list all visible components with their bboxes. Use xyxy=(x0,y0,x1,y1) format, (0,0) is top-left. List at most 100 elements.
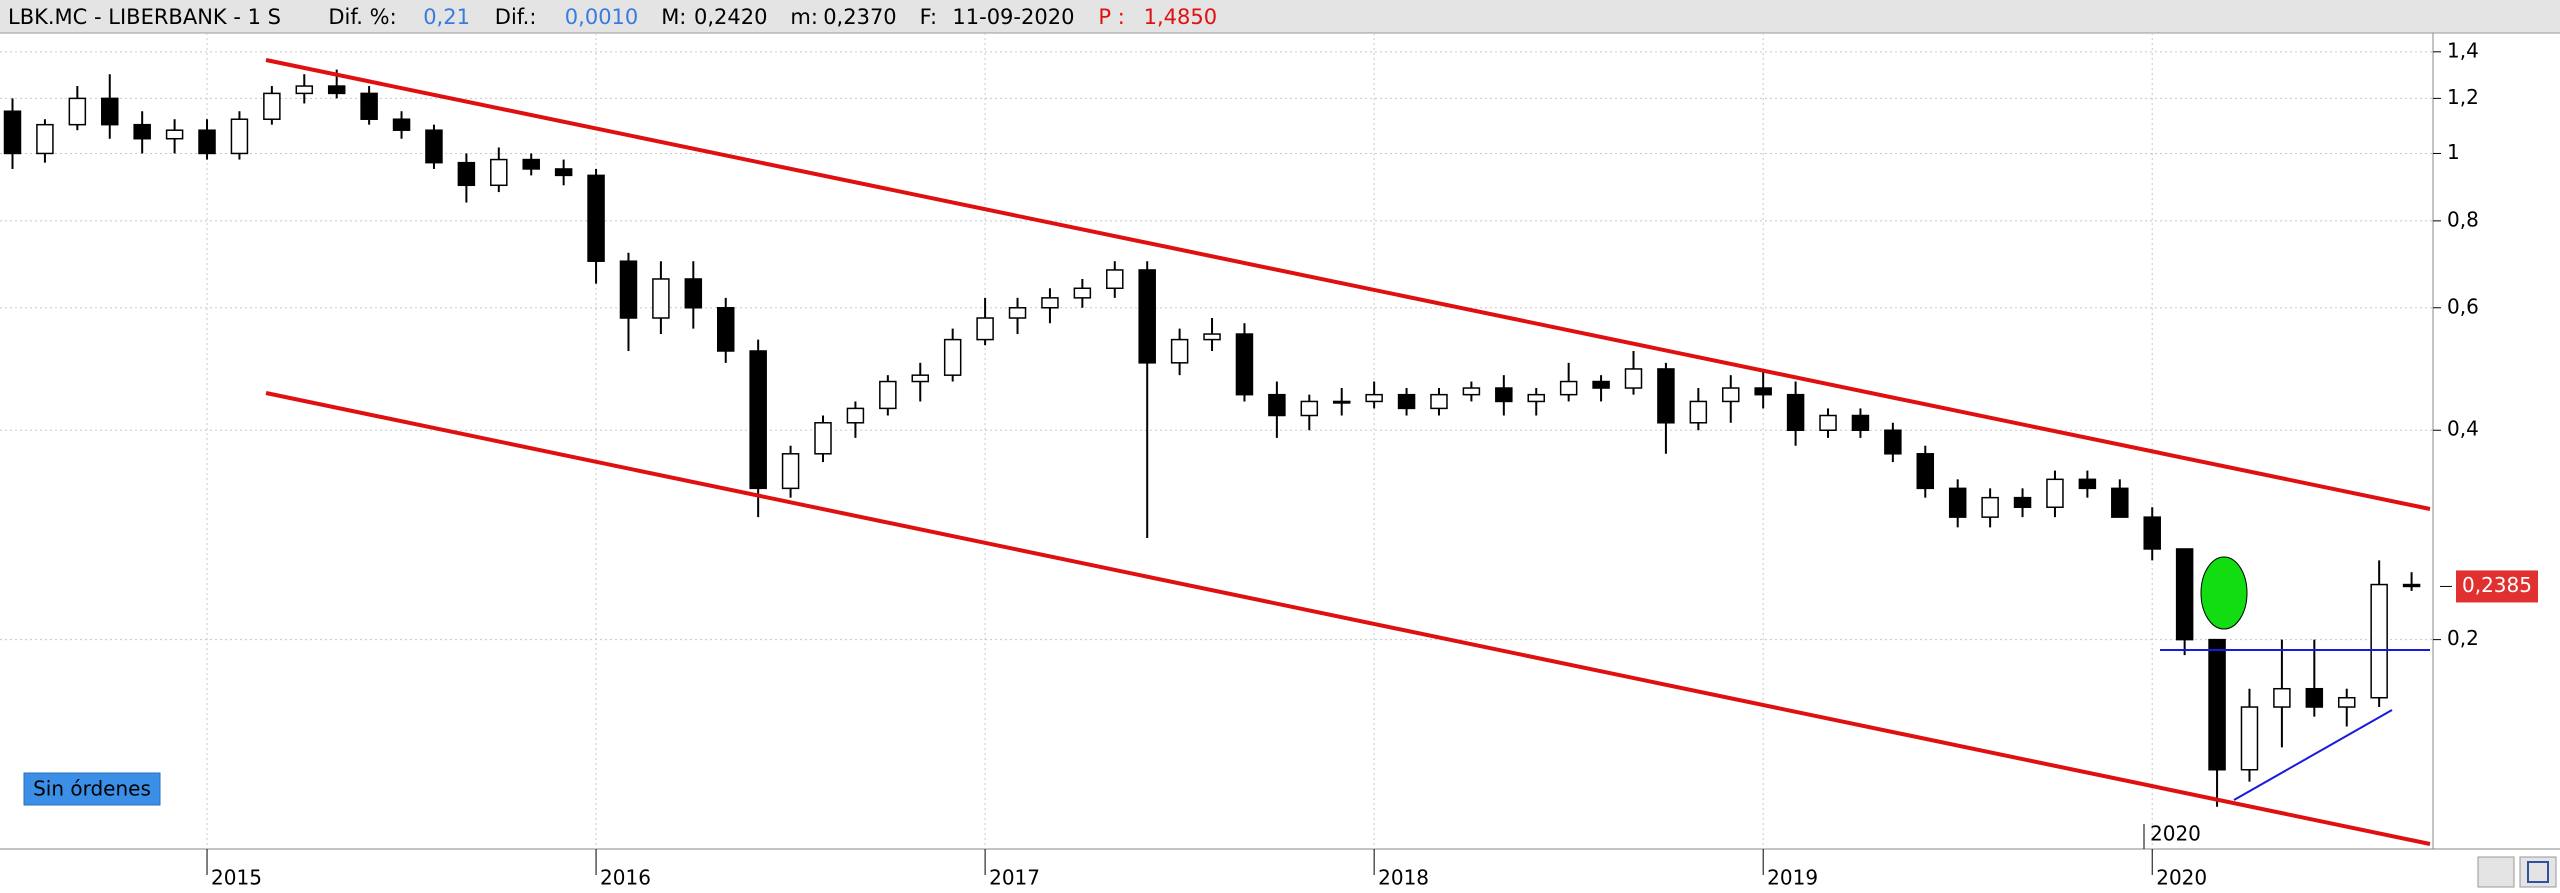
candle-body xyxy=(1559,380,1578,396)
y-tick-label: 0,6 xyxy=(2447,294,2479,318)
candle-body xyxy=(1527,393,1545,403)
candle-body xyxy=(1819,414,1837,431)
header-bar xyxy=(0,0,2560,33)
candle-body xyxy=(165,129,184,140)
candle-body xyxy=(1657,368,1675,424)
field-label: Dif.: xyxy=(495,5,537,29)
candle-body xyxy=(587,174,605,262)
field-value: 0,21 xyxy=(423,5,470,29)
y-tick-label: 1,4 xyxy=(2447,38,2479,62)
candle-body xyxy=(1008,307,1027,319)
y-tick-label: 0,4 xyxy=(2447,417,2479,441)
candle-body xyxy=(2175,548,2194,641)
candles xyxy=(3,69,2421,807)
support-trendline xyxy=(2233,709,2393,801)
candle-body xyxy=(2240,706,2259,771)
y-tick-label: 0,8 xyxy=(2447,207,2479,231)
x-tick-label: 2015 xyxy=(211,866,262,890)
field-label: M: xyxy=(661,5,686,29)
candle-body xyxy=(1754,387,1772,396)
x-tick-label: 2018 xyxy=(1378,866,1429,890)
candle-body xyxy=(911,374,930,383)
candle-body xyxy=(2078,478,2097,490)
candle-body xyxy=(879,380,897,410)
candle-body xyxy=(652,278,670,319)
candle-body xyxy=(2273,687,2291,708)
candle-body xyxy=(133,123,151,140)
candle-body xyxy=(2402,583,2421,588)
candle-body xyxy=(2305,687,2324,708)
candle-body xyxy=(3,110,22,155)
price-marker-label: 0,2385 xyxy=(2462,573,2532,597)
save-icon-glyph xyxy=(2527,861,2549,883)
candle-body xyxy=(2370,583,2388,699)
candle-body xyxy=(1138,269,1156,364)
candle-body xyxy=(976,317,994,341)
field-value: 0,0010 xyxy=(565,5,638,29)
candle-body xyxy=(2046,478,2064,508)
candle-body xyxy=(684,278,703,309)
field-value: 11-09-2020 xyxy=(952,5,1074,29)
candle-body xyxy=(846,407,865,424)
x-tick-label: 2016 xyxy=(600,866,651,890)
candle-body xyxy=(230,118,249,155)
candle-body xyxy=(716,307,735,352)
orders-button[interactable] xyxy=(23,772,161,806)
annotation: 2020 xyxy=(2150,822,2201,846)
field-label: P : xyxy=(1098,5,1124,29)
orders-button-label[interactable]: Sin órdenes xyxy=(33,777,151,801)
y-tick-label: 1,2 xyxy=(2447,85,2479,109)
candle-body xyxy=(2208,638,2226,771)
candle-body xyxy=(1106,269,1124,290)
candle-body xyxy=(101,97,119,126)
candle-body xyxy=(198,129,216,155)
candle-body xyxy=(1592,380,1610,389)
channel-upper xyxy=(265,58,2431,511)
candle-body xyxy=(295,85,314,95)
candle-body xyxy=(943,338,962,376)
candle-body xyxy=(1689,400,1708,424)
candle-body xyxy=(1495,387,1513,403)
y-tick-label: 0,2 xyxy=(2447,626,2479,650)
candle-body xyxy=(360,92,378,120)
candle-body xyxy=(68,97,87,126)
header: LBK.MC - LIBERBANK - 1 S Dif. %: 0,21 Dif.… xyxy=(8,5,1217,29)
x-tick-label: 2017 xyxy=(989,866,1040,890)
candle-body xyxy=(522,158,540,170)
candle-body xyxy=(1916,453,1935,490)
candle-body xyxy=(2337,696,2356,708)
candle-body xyxy=(1332,400,1351,404)
candle-body xyxy=(1203,333,1221,341)
symbol: LBK.MC - LIBERBANK - 1 S xyxy=(8,5,281,29)
candle-body xyxy=(1786,393,1805,431)
highlight-ellipse xyxy=(2200,556,2248,630)
candle-body xyxy=(1430,393,1448,410)
candle-body xyxy=(1170,338,1189,364)
plot-area xyxy=(0,34,2433,849)
field-label: Dif. %: xyxy=(328,5,396,29)
candle-body xyxy=(392,118,411,131)
x-tick-label: 2020 xyxy=(2156,866,2207,890)
field-value: 0,2420 xyxy=(694,5,767,29)
candle-body xyxy=(781,453,800,490)
price-marker xyxy=(2456,570,2538,603)
candle-body xyxy=(327,85,346,95)
channel-lower xyxy=(265,391,2431,846)
x-tick-label: 2019 xyxy=(1767,866,1818,890)
candle-body xyxy=(425,129,443,164)
zoom-icon[interactable] xyxy=(2477,856,2515,888)
field-value: 1,4850 xyxy=(1144,5,1217,29)
candle-body xyxy=(490,158,508,187)
candle-body xyxy=(1235,333,1254,396)
candle-body xyxy=(1851,414,1870,431)
candle-body xyxy=(2013,496,2032,508)
candle-body xyxy=(457,161,476,187)
candle-body xyxy=(1624,368,1643,389)
candle-body xyxy=(1948,487,1967,518)
y-tick-label: 1 xyxy=(2447,140,2460,164)
candle-body xyxy=(1365,393,1383,403)
candle-body xyxy=(2143,516,2161,550)
candle-body xyxy=(1041,297,1059,309)
candle-body xyxy=(619,260,638,319)
candle-body xyxy=(1884,429,1902,455)
